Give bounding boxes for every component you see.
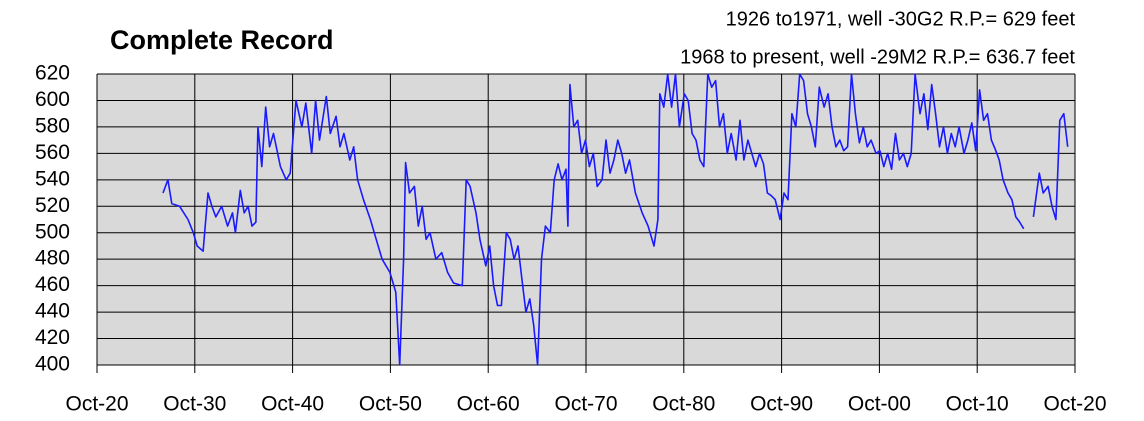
x-tick-label: Oct-40	[261, 393, 324, 416]
y-tick-label: 440	[35, 300, 70, 323]
x-tick-label: Oct-20	[65, 393, 128, 416]
data-line	[162, 73, 1069, 366]
y-tick-label: 580	[35, 114, 70, 137]
y-tick-label: 560	[35, 141, 70, 164]
y-tick-label: 540	[35, 167, 70, 190]
annotation: 1926 to1971, well -30G2 R.P.= 629 feet	[726, 8, 1076, 30]
x-tick-label: Oct-70	[554, 393, 617, 416]
y-tick-label: 460	[35, 273, 70, 296]
y-tick-label: 520	[35, 194, 70, 217]
y-tick-label: 400	[35, 353, 70, 376]
x-tick-label: Oct-20	[1043, 393, 1106, 416]
x-tick-label: Oct-50	[359, 393, 422, 416]
x-tick-label: Oct-80	[652, 393, 715, 416]
y-tick-label: 480	[35, 247, 70, 270]
chart-title: Complete Record	[110, 25, 334, 55]
y-tick-label: 420	[35, 326, 70, 349]
y-tick-label: 600	[35, 88, 70, 111]
x-tick-label: Oct-30	[163, 393, 226, 416]
annotation: 1968 to present, well -29M2 R.P.= 636.7 …	[680, 46, 1075, 68]
x-tick-label: Oct-10	[946, 393, 1009, 416]
x-tick-label: Oct-60	[457, 393, 520, 416]
y-tick-label: 500	[35, 220, 70, 243]
x-tick-label: Oct-90	[750, 393, 813, 416]
y-tick-label: 620	[35, 62, 70, 85]
x-tick-label: Oct-00	[848, 393, 911, 416]
